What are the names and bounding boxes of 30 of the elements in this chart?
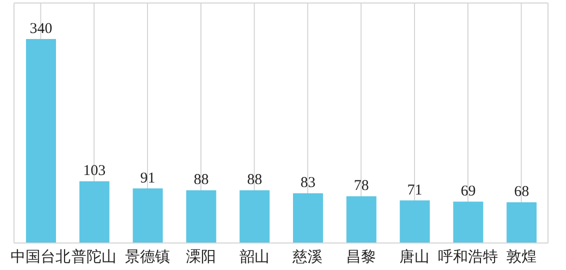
x-tick-label: 昌黎 [346, 248, 376, 266]
data-label: 103 [83, 163, 106, 180]
bar [506, 202, 537, 243]
x-tick-label: 慈溪 [292, 248, 323, 266]
bar [346, 196, 376, 243]
data-label: 88 [247, 172, 262, 188]
bar [453, 202, 484, 243]
bar [26, 39, 56, 243]
data-label: 78 [354, 178, 369, 194]
data-label: 68 [514, 184, 530, 200]
x-tick-label: 中国台北 [10, 248, 71, 266]
data-label: 83 [300, 175, 316, 192]
bar [186, 190, 216, 243]
x-tick-label: 普陀山 [72, 248, 117, 266]
x-tick-label: 呼和浩特 [438, 248, 498, 266]
data-label: 91 [140, 170, 156, 186]
bar [79, 181, 110, 243]
x-tick-label: 景德镇 [125, 248, 170, 266]
bar [240, 190, 270, 243]
x-tick-label: 唐山 [400, 248, 430, 266]
x-tick-label: 韶山 [239, 248, 270, 266]
x-tick-label: 敦煌 [506, 248, 536, 266]
data-label: 340 [30, 21, 52, 37]
data-label: 71 [407, 182, 422, 198]
x-tick-label: 溧阳 [186, 248, 216, 266]
bar [132, 188, 163, 243]
data-label: 88 [194, 172, 209, 188]
bar [293, 193, 323, 243]
data-label: 69 [460, 184, 476, 200]
bar [400, 200, 430, 243]
